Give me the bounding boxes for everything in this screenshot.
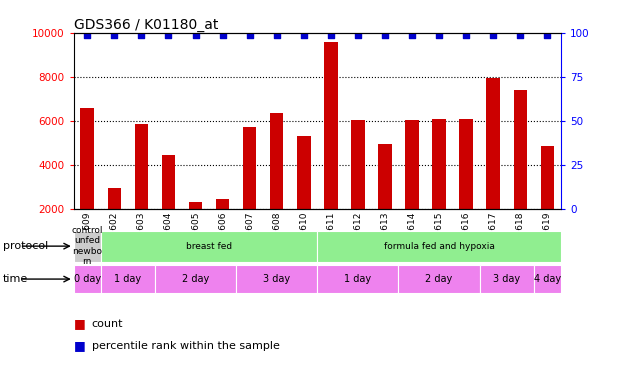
Bar bbox=[243, 127, 256, 253]
Bar bbox=[188, 202, 203, 253]
Text: 0 day: 0 day bbox=[74, 274, 101, 284]
Point bbox=[326, 32, 336, 38]
Text: 1 day: 1 day bbox=[114, 274, 142, 284]
Point bbox=[488, 32, 498, 38]
Point bbox=[434, 32, 444, 38]
Bar bbox=[155, 265, 236, 293]
Bar bbox=[399, 265, 479, 293]
Text: 3 day: 3 day bbox=[263, 274, 290, 284]
Bar bbox=[378, 144, 392, 253]
Text: 4 day: 4 day bbox=[534, 274, 561, 284]
Text: breast fed: breast fed bbox=[186, 242, 232, 251]
Bar bbox=[540, 146, 554, 253]
Point bbox=[190, 32, 201, 38]
Bar bbox=[351, 120, 365, 253]
Text: GDS366 / K01180_at: GDS366 / K01180_at bbox=[74, 18, 218, 32]
Text: time: time bbox=[3, 274, 28, 284]
Point bbox=[82, 32, 92, 38]
Bar bbox=[317, 265, 399, 293]
Point bbox=[244, 32, 254, 38]
Bar bbox=[487, 78, 500, 253]
Text: 2 day: 2 day bbox=[182, 274, 209, 284]
Bar bbox=[216, 199, 229, 253]
Bar bbox=[479, 265, 534, 293]
Bar bbox=[513, 90, 527, 253]
Bar bbox=[101, 265, 155, 293]
Text: count: count bbox=[92, 319, 123, 329]
Point bbox=[407, 32, 417, 38]
Point bbox=[542, 32, 553, 38]
Bar bbox=[236, 265, 317, 293]
Bar bbox=[74, 231, 101, 262]
Text: protocol: protocol bbox=[3, 241, 49, 251]
Bar bbox=[317, 231, 561, 262]
Point bbox=[380, 32, 390, 38]
Point bbox=[109, 32, 119, 38]
Point bbox=[272, 32, 282, 38]
Point bbox=[353, 32, 363, 38]
Point bbox=[461, 32, 471, 38]
Point bbox=[137, 32, 147, 38]
Text: formula fed and hypoxia: formula fed and hypoxia bbox=[384, 242, 494, 251]
Point bbox=[217, 32, 228, 38]
Bar bbox=[534, 265, 561, 293]
Text: ■: ■ bbox=[74, 317, 85, 330]
Text: ■: ■ bbox=[74, 339, 85, 352]
Bar bbox=[432, 119, 446, 253]
Bar bbox=[270, 113, 283, 253]
Text: control
unfed
newbo
rn: control unfed newbo rn bbox=[72, 226, 103, 266]
Bar bbox=[108, 188, 121, 253]
Point bbox=[299, 32, 309, 38]
Bar bbox=[101, 231, 317, 262]
Text: 3 day: 3 day bbox=[493, 274, 520, 284]
Bar bbox=[324, 42, 338, 253]
Text: percentile rank within the sample: percentile rank within the sample bbox=[92, 341, 279, 351]
Point bbox=[515, 32, 526, 38]
Bar bbox=[405, 120, 419, 253]
Point bbox=[163, 32, 174, 38]
Bar bbox=[162, 155, 175, 253]
Text: 2 day: 2 day bbox=[426, 274, 453, 284]
Bar bbox=[297, 136, 310, 253]
Bar bbox=[460, 119, 473, 253]
Bar bbox=[74, 265, 101, 293]
Bar bbox=[81, 108, 94, 253]
Text: 1 day: 1 day bbox=[344, 274, 371, 284]
Bar bbox=[135, 124, 148, 253]
